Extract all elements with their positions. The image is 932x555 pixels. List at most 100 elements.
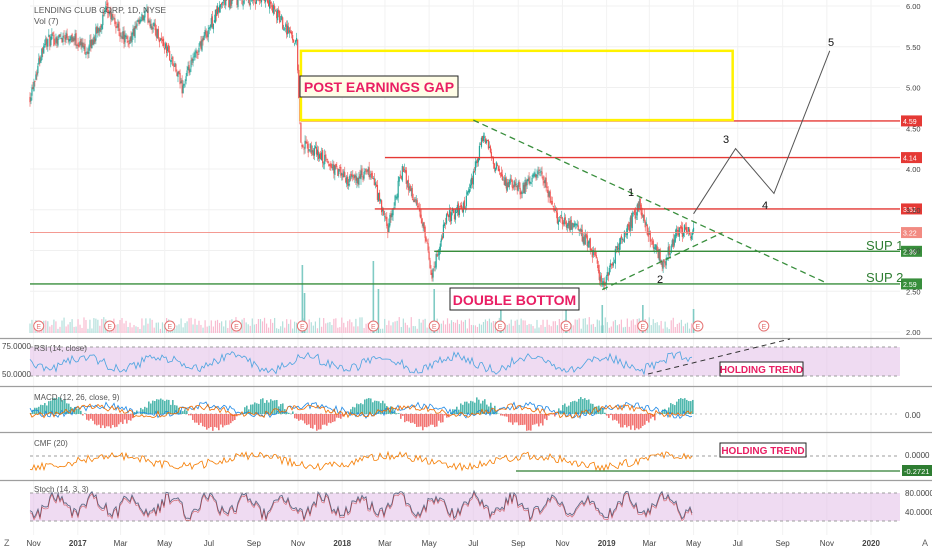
macd-hist-bar [90, 414, 92, 419]
candle-body [686, 227, 687, 232]
candle-body [202, 38, 203, 42]
candle-body [204, 30, 205, 36]
macd-hist-bar [514, 414, 516, 422]
candle-body [356, 177, 357, 183]
volume-bar [178, 324, 179, 333]
price-tick-0: 6.00 [906, 2, 921, 11]
volume-bar [262, 321, 263, 333]
volume-bar [209, 326, 210, 333]
volume-bar [99, 326, 100, 333]
volume-bar [341, 318, 342, 333]
candle-body [309, 149, 310, 151]
candle-body [213, 24, 214, 29]
macd-hist-bar [522, 414, 524, 425]
macd-hist-bar [170, 405, 172, 414]
candle-body [170, 60, 171, 62]
volume-bar [553, 321, 554, 333]
volume-bar [121, 318, 122, 333]
candle-body [444, 223, 445, 226]
candle-body [308, 144, 309, 153]
macd-hist-bar [540, 414, 542, 423]
macd-hist-bar [534, 414, 536, 424]
candle-body [552, 201, 553, 204]
macd-hist-bar [372, 402, 374, 414]
macd-hist-bar [368, 398, 370, 414]
volume-bar [691, 323, 692, 333]
volume-bar [147, 324, 148, 333]
macd-hist-bar [588, 399, 590, 414]
candle-body [126, 36, 127, 39]
candle-body [541, 172, 542, 175]
candle-body [312, 150, 313, 152]
volume-bar [117, 324, 118, 333]
candle-body [598, 265, 599, 271]
volume-bar [264, 318, 265, 333]
candle-body [499, 169, 500, 172]
macd-hist-bar [204, 414, 206, 427]
candle-body [334, 165, 335, 175]
volume-bar [129, 323, 130, 333]
macd-hist-bar [630, 414, 632, 430]
candle-body [152, 26, 153, 29]
macd-hist-bar [420, 414, 422, 426]
candle-body [101, 24, 102, 29]
candle-body [447, 212, 448, 215]
volume-bar [221, 321, 222, 333]
volume-bar [523, 320, 524, 333]
candle-body [314, 148, 315, 155]
candle-body [255, 2, 256, 4]
macd-hist-bar [100, 414, 102, 428]
price-tick-7: 2.50 [906, 287, 921, 296]
volume-bar [143, 325, 144, 333]
candle-body [455, 210, 456, 220]
macd-hist-bar [216, 414, 218, 428]
macd-hist-bar [406, 414, 408, 421]
candle-body [85, 54, 86, 55]
candle-body [223, 0, 224, 1]
candle-body [556, 211, 557, 213]
candle-body [330, 163, 331, 167]
candle-body [154, 23, 155, 26]
volume-bar [198, 321, 199, 333]
candle-body [34, 81, 35, 82]
candle-body [30, 98, 31, 101]
volume-bar [61, 321, 62, 333]
macd-hist-bar [254, 402, 256, 414]
candle-body [364, 171, 365, 172]
volume-bar [258, 319, 259, 333]
volume-bar [683, 326, 684, 333]
candle-body [52, 33, 53, 34]
volume-bar [579, 318, 580, 333]
macd-hist-bar [408, 414, 410, 422]
macd-hist-bar [380, 403, 382, 414]
candle-body [217, 6, 218, 14]
time-tick-3: May [157, 539, 172, 548]
volume-bar [71, 319, 72, 333]
candle-body [160, 38, 161, 40]
candle-body [293, 40, 294, 43]
macd-hist-bar [292, 411, 294, 414]
macd-hist-bar [270, 399, 272, 414]
candle-body [381, 200, 382, 212]
candle-body [301, 145, 302, 147]
volume-bar [91, 328, 92, 333]
candle-body [443, 225, 444, 238]
volume-bar [623, 327, 624, 333]
candle-body [298, 70, 299, 98]
volume-bar [457, 320, 458, 333]
corner-right-label[interactable]: A [922, 538, 928, 548]
candle-body [365, 169, 366, 171]
macd-hist-bar [160, 399, 162, 414]
candle-body [184, 84, 185, 86]
corner-left-label[interactable]: Z [4, 538, 10, 548]
candle-body [198, 48, 199, 52]
volume-bar [290, 320, 291, 333]
candle-body [179, 73, 180, 84]
cmf-holding-label: HOLDING TREND [721, 446, 804, 457]
candle-body [321, 152, 322, 160]
volume-bar [217, 320, 218, 333]
candle-body [657, 246, 658, 250]
volume-bar [549, 325, 550, 333]
volume-bar [465, 320, 466, 333]
